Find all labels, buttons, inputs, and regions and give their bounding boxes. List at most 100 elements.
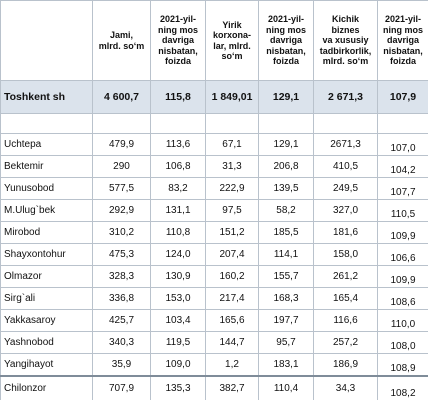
header-cell [0, 0, 93, 81]
cell: 124,0 [150, 243, 206, 266]
cell: 103,4 [150, 309, 206, 332]
cell: Yashnobod [0, 331, 93, 354]
cell: Yakkasaroy [0, 309, 93, 332]
cell: 336,8 [92, 287, 151, 310]
cell: 110,5 [377, 199, 428, 222]
cell: 67,1 [205, 133, 259, 156]
data-row: Chilonzor 707,9 135,3 382,7 110,4 34,3 108,2 [0, 374, 428, 400]
table-head: Jami, mlrd. so‘m 2021-yil- ning mos davri… [0, 0, 428, 81]
cell: 479,9 [92, 133, 151, 156]
cell: 382,7 [205, 374, 259, 400]
cell: 114,1 [258, 243, 314, 266]
cell: 183,1 [258, 353, 314, 376]
cell: 35,9 [92, 353, 151, 376]
data-row: Mirobod 310,2 110,8 151,2 185,5 181,6 109,9 [0, 221, 428, 244]
cell: 261,2 [313, 265, 378, 288]
cell: 113,6 [150, 133, 206, 156]
cell: 144,7 [205, 331, 259, 354]
cell: 110,4 [258, 374, 314, 400]
cell: 181,6 [313, 221, 378, 244]
cell: 1 849,01 [205, 80, 259, 114]
cell: 129,1 [258, 80, 314, 114]
table-body: Toshkent sh 4 600,7 115,8 1 849,01 129,1 2 67… [0, 80, 428, 400]
cell: 129,1 [258, 133, 314, 156]
cell: 217,4 [205, 287, 259, 310]
cell: 104,2 [377, 155, 428, 178]
cell: 165,6 [205, 309, 259, 332]
cell: 106,6 [377, 243, 428, 266]
header-cell: 2021-yil- ning mos davriga nisbatan, foi… [258, 0, 314, 81]
cell: Yunusobod [0, 177, 93, 200]
cell: 110,0 [377, 309, 428, 332]
data-row: Olmazor 328,3 130,9 160,2 155,7 261,2 109,9 [0, 265, 428, 288]
cell: 160,2 [205, 265, 259, 288]
cell: 185,5 [258, 221, 314, 244]
cell: 139,5 [258, 177, 314, 200]
cell: 197,7 [258, 309, 314, 332]
cell: 108,0 [377, 331, 428, 354]
cell [377, 113, 428, 134]
blank-row [0, 113, 428, 134]
cell: 131,1 [150, 199, 206, 222]
cell: 222,9 [205, 177, 259, 200]
cell: 292,9 [92, 199, 151, 222]
cell: 151,2 [205, 221, 259, 244]
cell: Yangihayot [0, 353, 93, 376]
cell: 116,6 [313, 309, 378, 332]
cell: 109,9 [377, 221, 428, 244]
cell: 249,5 [313, 177, 378, 200]
data-row: Yashnobod 340,3 119,5 144,7 95,7 257,2 108,0 [0, 331, 428, 354]
cell: 328,3 [92, 265, 151, 288]
cell: 2671,3 [313, 133, 378, 156]
cell: 340,3 [92, 331, 151, 354]
cell: 107,7 [377, 177, 428, 200]
data-row: Bektemir 290 106,8 31,3 206,8 410,5 104,2 [0, 155, 428, 178]
data-row: M.Ulug`bek 292,9 131,1 97,5 58,2 327,0 110,5 [0, 199, 428, 222]
cell: 83,2 [150, 177, 206, 200]
cell: 475,3 [92, 243, 151, 266]
cell: 108,2 [377, 374, 428, 400]
cell: 327,0 [313, 199, 378, 222]
cell: 31,3 [205, 155, 259, 178]
cell: 158,0 [313, 243, 378, 266]
header-cell: Jami, mlrd. so‘m [92, 0, 151, 81]
cell: Toshkent sh [0, 80, 93, 114]
cell: 206,8 [258, 155, 314, 178]
header-cell: 2021-yil- ning mos davriga nisbatan, foi… [150, 0, 206, 81]
cell [258, 113, 314, 134]
cell: 58,2 [258, 199, 314, 222]
cell: 4 600,7 [92, 80, 151, 114]
cell: 130,9 [150, 265, 206, 288]
cell: 97,5 [205, 199, 259, 222]
cell: 425,7 [92, 309, 151, 332]
cell [150, 113, 206, 134]
cell: Sirg`ali [0, 287, 93, 310]
cell: Chilonzor [0, 374, 93, 400]
cell: 2 671,3 [313, 80, 378, 114]
cell: 109,9 [377, 265, 428, 288]
cell [313, 113, 378, 134]
cell: 707,9 [92, 374, 151, 400]
cell: 115,8 [150, 80, 206, 114]
total-row: Toshkent sh 4 600,7 115,8 1 849,01 129,1 2 67… [0, 80, 428, 114]
cell: 290 [92, 155, 151, 178]
cell: 108,9 [377, 353, 428, 376]
cell: Bektemir [0, 155, 93, 178]
cell: 109,0 [150, 353, 206, 376]
data-row: Yakkasaroy 425,7 103,4 165,6 197,7 116,6 110,0 [0, 309, 428, 332]
cell: M.Ulug`bek [0, 199, 93, 222]
cell: 106,8 [150, 155, 206, 178]
data-row: Yangihayot 35,9 109,0 1,2 183,1 186,9 108,9 [0, 353, 428, 376]
data-row: Sirg`ali 336,8 153,0 217,4 168,3 165,4 108,6 [0, 287, 428, 310]
data-row: Yunusobod 577,5 83,2 222,9 139,5 249,5 107,7 [0, 177, 428, 200]
data-row: Uchtepa 479,9 113,6 67,1 129,1 2671,3 107,0 [0, 133, 428, 156]
cell: 95,7 [258, 331, 314, 354]
cell: 34,3 [313, 374, 378, 400]
cell: 168,3 [258, 287, 314, 310]
cell: Uchtepa [0, 133, 93, 156]
cell: 107,0 [377, 133, 428, 156]
cell: 165,4 [313, 287, 378, 310]
cell: 310,2 [92, 221, 151, 244]
